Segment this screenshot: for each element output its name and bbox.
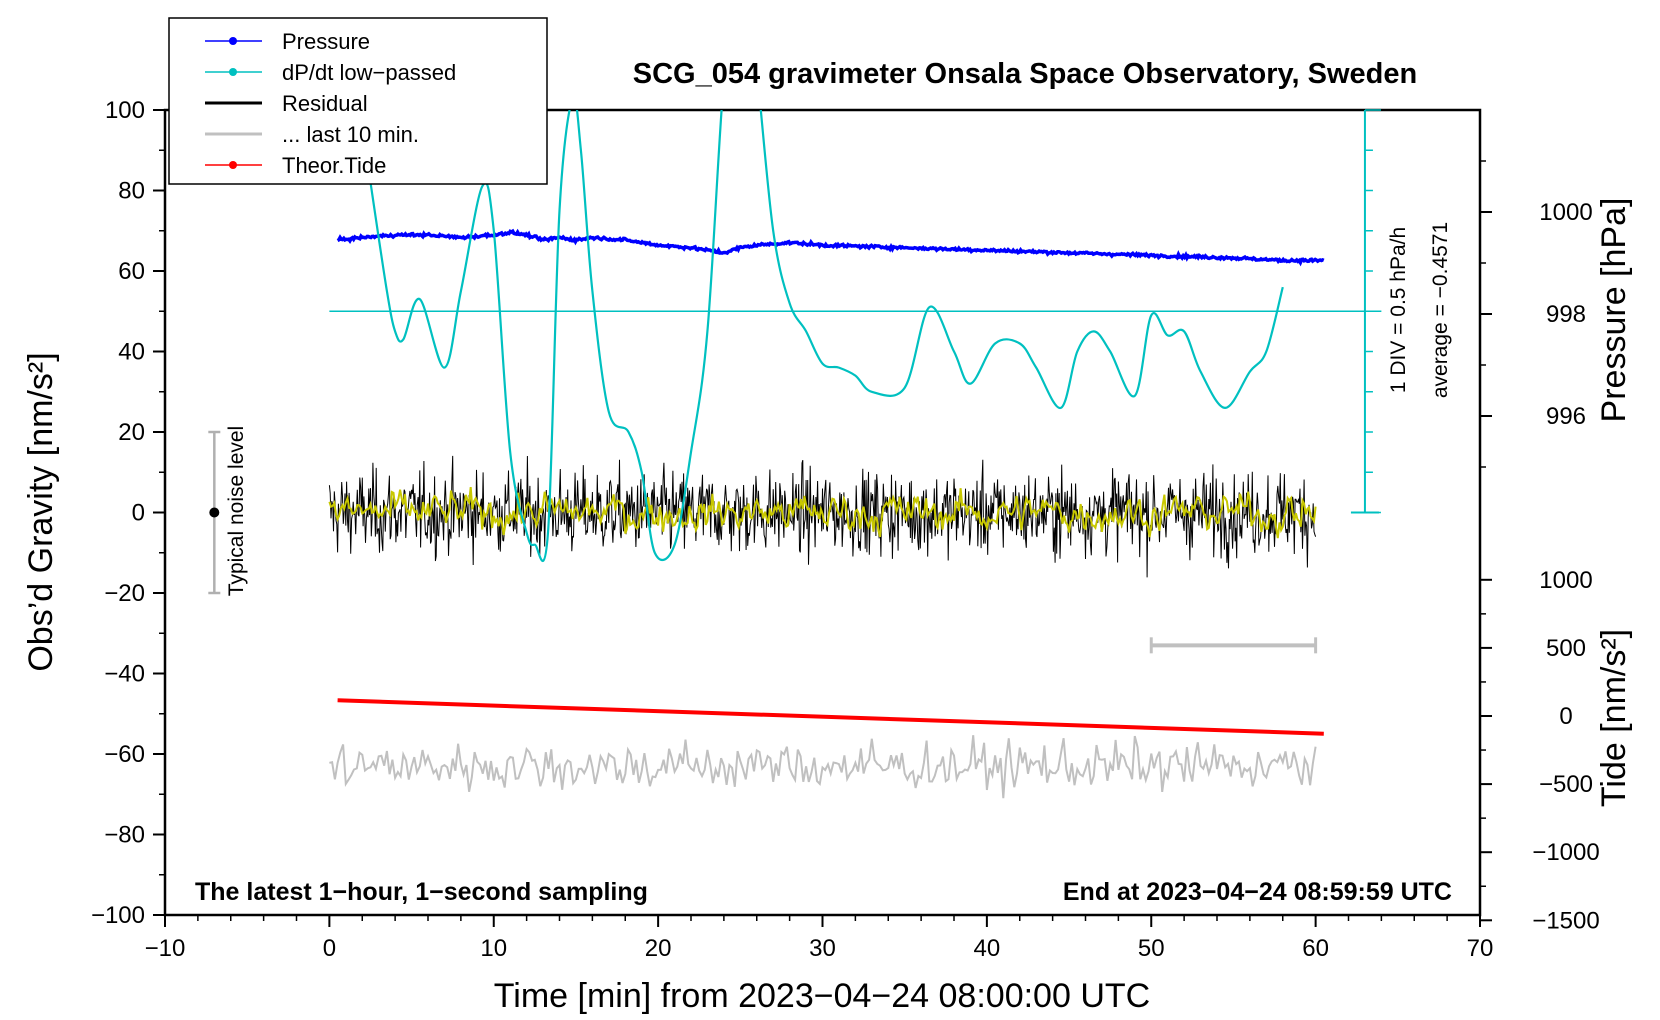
x-axis-label: Time [min] from 2023−04−24 08:00:00 UTC xyxy=(494,977,1150,1015)
tide-tick-label: −500 xyxy=(1539,771,1593,798)
last-10-min-line xyxy=(329,735,1317,799)
smoothed-residual-line xyxy=(328,486,1317,539)
x-tick-label: 70 xyxy=(1467,935,1494,962)
y-axis-label-pressure: Pressure [hPa] xyxy=(1595,198,1633,423)
noise-level-label: Typical noise level xyxy=(225,426,248,596)
x-tick-label: 60 xyxy=(1302,935,1329,962)
tide-tick-label: −1000 xyxy=(1532,839,1599,866)
x-tick-label: 30 xyxy=(809,935,836,962)
chart-title: SCG_054 gravimeter Onsala Space Observat… xyxy=(633,58,1417,90)
legend-box xyxy=(168,17,548,185)
x-tick-label: 0 xyxy=(323,935,336,962)
tide-tick-label: −1500 xyxy=(1532,907,1599,934)
y-tick-label: 40 xyxy=(118,339,145,366)
tide-tick-label: 0 xyxy=(1559,703,1572,730)
pressure-tick-label: 996 xyxy=(1546,403,1586,430)
legend-marker xyxy=(229,161,237,169)
legend-label: dP/dt low−passed xyxy=(282,60,456,85)
sampling-note: The latest 1−hour, 1−second sampling xyxy=(195,878,648,906)
y-tick-label: −80 xyxy=(104,822,145,849)
y-tick-label: 100 xyxy=(105,97,145,124)
tide-line xyxy=(337,698,1324,736)
x-tick-label: 20 xyxy=(645,935,672,962)
y-tick-label: −60 xyxy=(104,741,145,768)
y-tick-label: 20 xyxy=(118,419,145,446)
legend-marker xyxy=(229,68,237,76)
legend-marker xyxy=(229,37,237,45)
dpdt-average-label: average = −0.4571 xyxy=(1429,222,1452,398)
y-tick-label: 0 xyxy=(132,500,145,527)
y-axis-label-tide: Tide [nm/s²] xyxy=(1595,629,1633,807)
pressure-tick-label: 1000 xyxy=(1539,199,1592,226)
legend: Pressure dP/dt low−passed Residual ... last… xyxy=(168,17,548,185)
legend-label: ... last 10 min. xyxy=(282,122,419,147)
x-tick-label: −10 xyxy=(145,935,186,962)
y-axis-label-left: Obs’d Gravity [nm/s²] xyxy=(22,352,60,671)
y-tick-label: −20 xyxy=(104,580,145,607)
x-tick-label: 10 xyxy=(480,935,507,962)
y-tick-label: 60 xyxy=(118,258,145,285)
legend-label: Residual xyxy=(282,91,368,116)
y-tick-label: −100 xyxy=(91,902,145,929)
noise-bar-center xyxy=(209,507,220,518)
dpdt-scale-label: 1 DIV = 0.5 hPa/h xyxy=(1387,227,1410,393)
tide-tick-label: 1000 xyxy=(1539,567,1592,594)
legend-label: Pressure xyxy=(282,29,370,54)
pressure-tick-label: 998 xyxy=(1546,301,1586,328)
y-tick-label: −40 xyxy=(104,661,145,688)
y-tick-label: 80 xyxy=(118,178,145,205)
legend-label: Theor.Tide xyxy=(282,153,386,178)
tide-tick-label: 500 xyxy=(1546,635,1586,662)
x-tick-label: 50 xyxy=(1138,935,1165,962)
pressure-line xyxy=(336,228,1325,267)
end-time-note: End at 2023−04−24 08:59:59 UTC xyxy=(1063,878,1452,906)
x-tick-label: 40 xyxy=(974,935,1001,962)
dpdt-line xyxy=(369,110,1284,562)
